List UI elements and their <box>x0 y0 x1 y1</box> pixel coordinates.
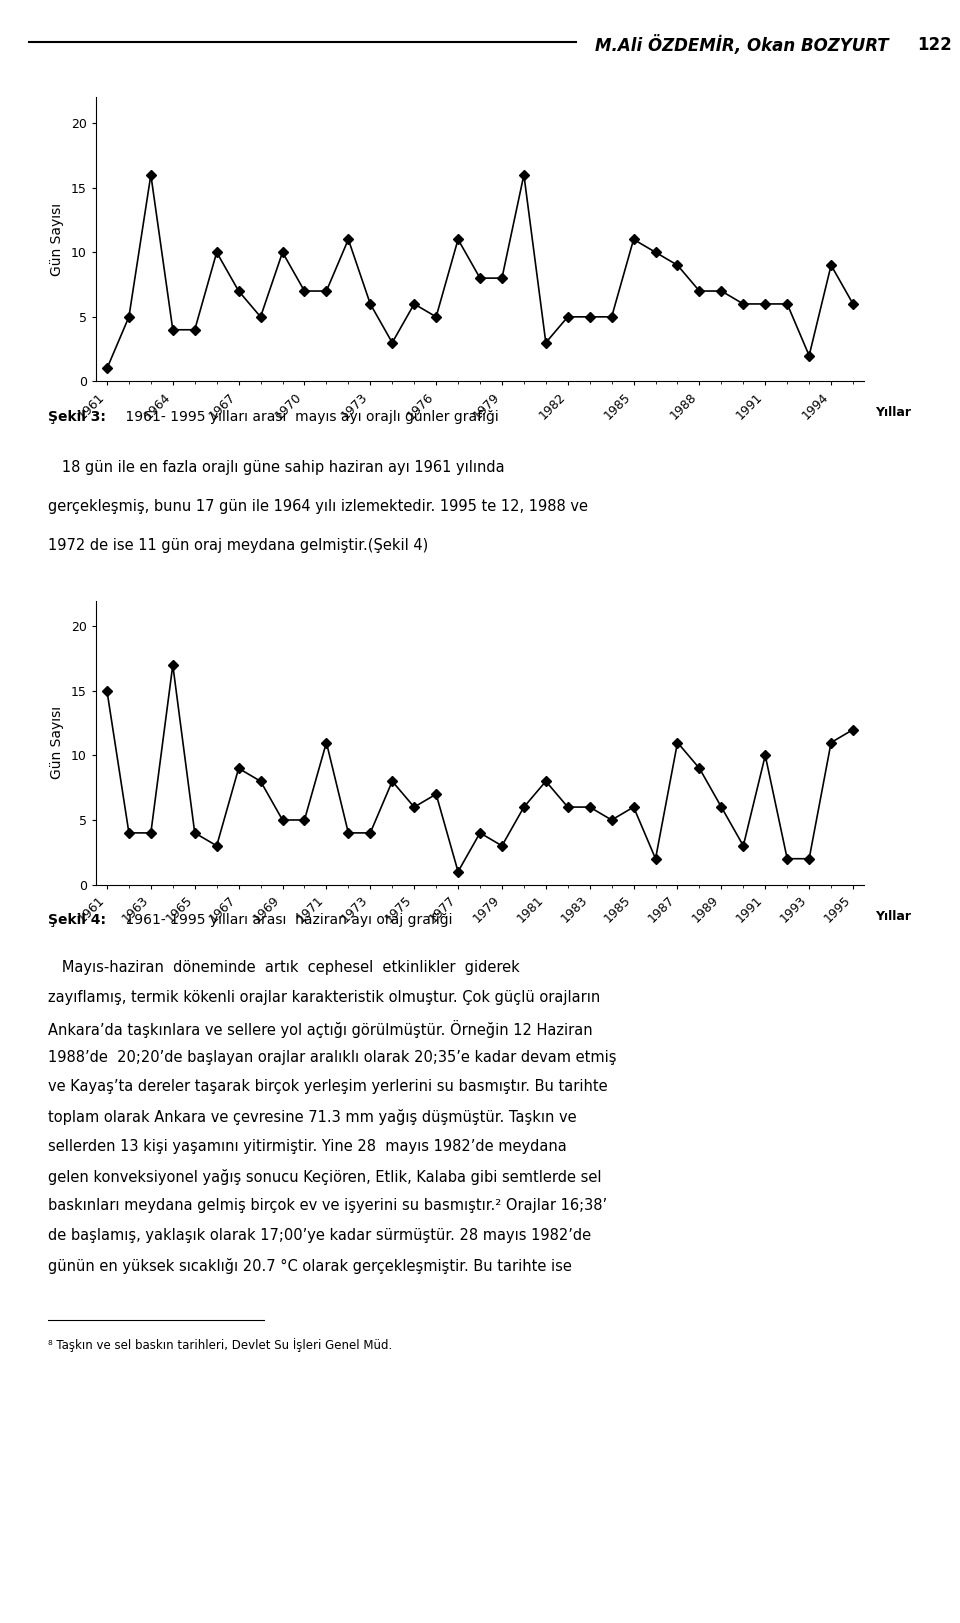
Text: Şekil 4:: Şekil 4: <box>48 914 106 927</box>
Text: 1988’de  20;20’de başlayan orajlar aralıklı olarak 20;35’e kadar devam etmiş: 1988’de 20;20’de başlayan orajlar aralık… <box>48 1050 616 1065</box>
Text: Yıllar: Yıllar <box>876 406 911 419</box>
Text: Ankara’da taşkınlara ve sellere yol açtığı görülmüştür. Örneğin 12 Haziran: Ankara’da taşkınlara ve sellere yol açtı… <box>48 1019 592 1037</box>
Text: ve Kayaş’ta dereler taşarak birçok yerleşim yerlerini su basmıştır. Bu tarihte: ve Kayaş’ta dereler taşarak birçok yerle… <box>48 1079 608 1094</box>
Y-axis label: Gün Sayısı: Gün Sayısı <box>50 203 64 276</box>
Text: günün en yüksek sıcaklığı 20.7 °C olarak gerçekleşmiştir. Bu tarihte ise: günün en yüksek sıcaklığı 20.7 °C olarak… <box>48 1258 572 1274</box>
Text: M.Ali ÖZDEMİR, Okan BOZYURT: M.Ali ÖZDEMİR, Okan BOZYURT <box>595 36 889 55</box>
Text: 1961- 1995 yılları arası  haziran ayı oraj grafiği: 1961- 1995 yılları arası haziran ayı ora… <box>121 914 453 927</box>
Text: zayıflamış, termik kökenli orajlar karakteristik olmuştur. Çok güçlü orajların: zayıflamış, termik kökenli orajlar karak… <box>48 990 600 1005</box>
Y-axis label: Gün Sayısı: Gün Sayısı <box>50 706 64 779</box>
Text: 1972 de ise 11 gün oraj meydana gelmiştir.(Şekil 4): 1972 de ise 11 gün oraj meydana gelmişti… <box>48 537 428 552</box>
Text: baskınları meydana gelmiş birçok ev ve işyerini su basmıştır.² Orajlar 16;38’: baskınları meydana gelmiş birçok ev ve i… <box>48 1198 607 1214</box>
Text: Yıllar: Yıllar <box>876 909 911 922</box>
Text: sellerden 13 kişi yaşamını yitirmiştir. Yine 28  mayıs 1982’de meydana: sellerden 13 kişi yaşamını yitirmiştir. … <box>48 1139 566 1154</box>
Text: de başlamış, yaklaşık olarak 17;00’ye kadar sürmüştür. 28 mayıs 1982’de: de başlamış, yaklaşık olarak 17;00’ye ka… <box>48 1229 591 1243</box>
Text: 1961- 1995 yılları arası  mayıs ayı orajlı günler grafiği: 1961- 1995 yılları arası mayıs ayı orajl… <box>121 411 499 424</box>
Text: ⁸ Taşkın ve sel baskın tarihleri, Devlet Su İşleri Genel Müd.: ⁸ Taşkın ve sel baskın tarihleri, Devlet… <box>48 1337 393 1352</box>
Text: 18 gün ile en fazla orajlı güne sahip haziran ayı 1961 yılında: 18 gün ile en fazla orajlı güne sahip ha… <box>48 459 505 474</box>
Text: 122: 122 <box>917 36 951 55</box>
Text: gelen konveksiyonel yağış sonucu Keçiören, Etlik, Kalaba gibi semtlerde sel: gelen konveksiyonel yağış sonucu Keçiöre… <box>48 1169 602 1185</box>
Text: Mayıs-haziran  döneminde  artık  cephesel  etkinlikler  giderek: Mayıs-haziran döneminde artık cephesel e… <box>48 961 519 975</box>
Text: toplam olarak Ankara ve çevresine 71.3 mm yağış düşmüştür. Taşkın ve: toplam olarak Ankara ve çevresine 71.3 m… <box>48 1109 577 1125</box>
Text: Şekil 3:: Şekil 3: <box>48 411 106 424</box>
Text: gerçekleşmiş, bunu 17 gün ile 1964 yılı izlemektedir. 1995 te 12, 1988 ve: gerçekleşmiş, bunu 17 gün ile 1964 yılı … <box>48 498 588 513</box>
